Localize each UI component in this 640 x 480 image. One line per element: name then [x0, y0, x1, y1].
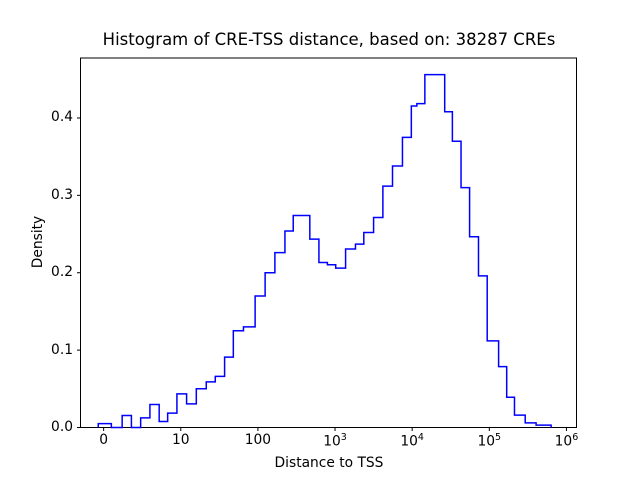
x-tick-label: 0 [99, 432, 109, 448]
chart-title: Histogram of CRE-TSS distance, based on:… [102, 30, 556, 49]
y-tick-label: 0.2 [51, 264, 73, 281]
y-tick-label: 0.4 [51, 109, 73, 126]
histogram-step-path [97, 73, 552, 429]
x-tick-label: 106 [554, 432, 579, 450]
y-axis-label: Density [30, 215, 46, 269]
x-tick-label: 105 [477, 432, 502, 450]
y-tick-label: 0.3 [51, 186, 73, 203]
y-tick-label: 0.1 [51, 341, 73, 358]
x-tick-label: 103 [323, 432, 347, 450]
axes-frame [80, 57, 577, 428]
x-tick-label: 104 [400, 432, 424, 450]
x-tick-label: 100 [244, 432, 272, 448]
y-tick-label: 0.0 [51, 419, 73, 435]
x-tick-label: 10 [171, 432, 190, 448]
x-axis-label: Distance to TSS [274, 455, 384, 471]
